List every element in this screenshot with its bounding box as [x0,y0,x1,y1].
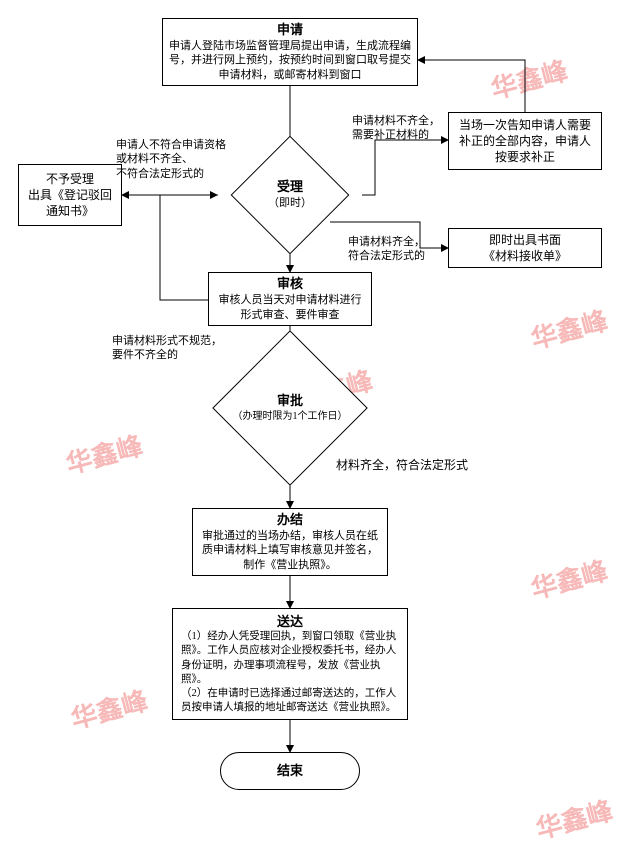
node-apply-title: 申请 [277,21,303,39]
label-to-reject: 申请人不符合申请资格 或材料不齐全、 不符合法定形式的 [116,138,256,181]
label-to-supplement: 申请材料不齐全， 需要补正材料的 [352,114,462,143]
node-deliver-body: （1）经办人凭受理回执，到窗口领取《营业执照》。工作人员应核对企业授权委托书，经… [181,630,399,715]
node-approve-title: 审批 [277,393,303,410]
label-to-receipt: 申请材料齐全， 符合法定形式的 [348,235,458,264]
watermark: 华鑫峰 [527,301,612,357]
node-reject: 不予受理 出具《登记驳回 通知书》 [18,164,122,226]
node-complete-title: 办结 [277,511,303,529]
watermark: 华鑫峰 [67,681,152,737]
node-receipt-body: 即时出具书面 《材料接收单》 [483,232,567,264]
node-approve-body: （办理时限为1个工作日） [233,410,348,423]
node-reject-body: 不予受理 出具《登记驳回 通知书》 [28,171,112,220]
node-receipt: 即时出具书面 《材料接收单》 [448,228,602,268]
watermark: 华鑫峰 [527,551,612,607]
node-complete-body: 审批通过的当场办结，审核人员在纸质申请材料上填写审核意见并签名，制作《营业执照》… [201,529,379,574]
watermark: 华鑫峰 [62,426,147,482]
watermark: 华鑫峰 [532,791,617,846]
node-supplement: 当场一次告知申请人需要补正的全部内容，申请人按要求补正 [448,112,602,170]
node-supplement-body: 当场一次告知申请人需要补正的全部内容，申请人按要求补正 [455,117,595,166]
node-deliver: 送达 （1）经办人凭受理回执，到窗口领取《营业执照》。工作人员应核对企业授权委托… [172,608,408,720]
node-complete: 办结 审批通过的当场办结，审核人员在纸质申请材料上填写审核意见并签名，制作《营业… [192,508,388,576]
node-accept-body: （即时） [268,196,312,210]
label-review-back: 申请材料形式不规范， 要件不齐全的 [112,334,242,363]
node-deliver-title: 送达 [277,613,303,631]
node-end-title: 结束 [277,762,303,780]
label-approve-pass: 材料齐全，符合法定形式 [336,458,506,474]
node-apply-body: 申请人登陆市场监督管理局提出申请，生成流程编号，并进行网上预约，按预约时间到窗口… [169,39,411,84]
node-review-title: 审核 [277,275,303,293]
node-accept-title: 受理 [277,179,303,196]
node-end: 结束 [220,752,360,790]
node-review-body: 审核人员当天对申请材料进行形式审查、要件审查 [215,293,365,323]
watermark: 华鑫峰 [487,51,572,107]
node-review: 审核 审核人员当天对申请材料进行形式审查、要件审查 [208,272,372,326]
node-apply: 申请 申请人登陆市场监督管理局提出申请，生成流程编号，并进行网上预约，按预约时间… [162,18,418,86]
node-approve: 审批 （办理时限为1个工作日） [190,368,390,448]
